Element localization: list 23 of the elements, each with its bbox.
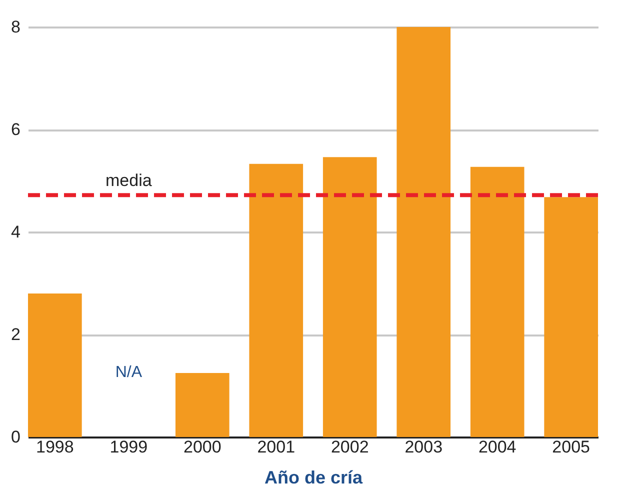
y-tick-label: 2 [11, 325, 20, 344]
bar [28, 294, 82, 437]
y-tick-label: 6 [11, 120, 20, 139]
bar [544, 197, 598, 437]
x-tick-label: 2003 [404, 438, 443, 456]
bar [470, 166, 524, 437]
bar [322, 157, 377, 437]
x-tick-label: 1999 [110, 438, 148, 456]
x-tick-label: 1998 [36, 438, 74, 456]
x-tick-label: 2001 [257, 438, 296, 456]
y-tick-label: 4 [11, 222, 20, 242]
x-axis-title: Año de cría [264, 468, 364, 488]
ref-line-label: media [105, 171, 152, 190]
bar [396, 27, 451, 437]
y-tick-label: 0 [11, 428, 20, 446]
annotation: N/A [115, 364, 142, 381]
y-tick-label: 8 [11, 18, 20, 36]
bar [175, 372, 230, 437]
x-tick-label: 2004 [478, 438, 516, 456]
x-tick-label: 2002 [330, 438, 369, 456]
bar [249, 164, 304, 437]
x-tick-label: 2005 [552, 438, 590, 456]
x-tick-label: 2000 [183, 438, 222, 456]
